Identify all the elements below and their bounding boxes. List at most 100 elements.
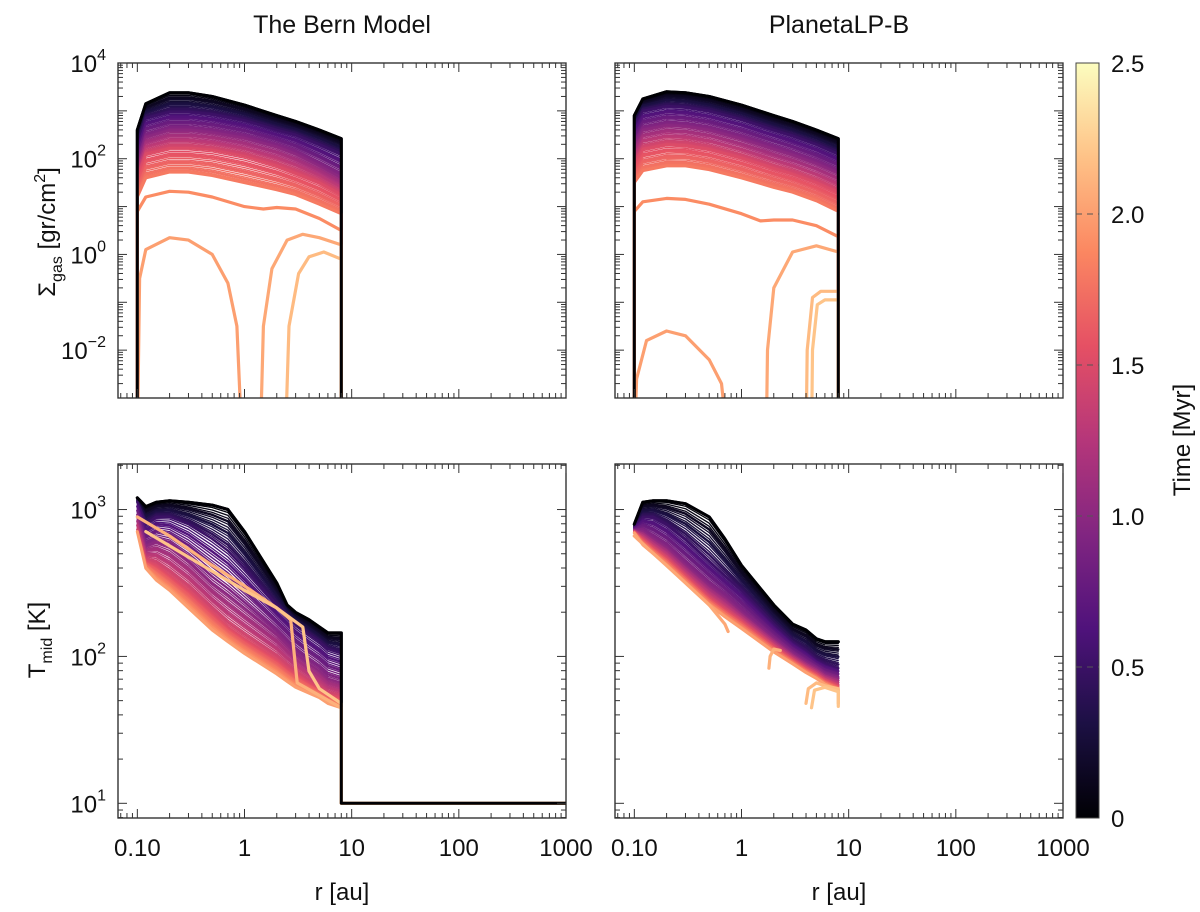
x-tick-label: 1000 (1036, 835, 1089, 862)
y-tick-label: 103 (70, 494, 106, 525)
series-line-t0.36 (633, 511, 839, 662)
series-line-t0.75 (136, 508, 566, 804)
sigma-unit-sup: 2 (32, 174, 49, 183)
series-line-t1.29 (633, 135, 840, 398)
colorbar-tick-label: 0.5 (1111, 655, 1144, 682)
y-tick-exponent: 2 (97, 143, 106, 160)
y-tick-exponent: 4 (97, 47, 106, 64)
y-tick-exponent: 3 (97, 494, 106, 511)
series-line-t2.20 (809, 685, 840, 710)
series-line-t0.68 (633, 112, 839, 398)
series-line-t0.64 (633, 110, 840, 398)
series-line-t1.14 (633, 129, 840, 398)
series-line-t2.05 (259, 232, 343, 398)
series-line-t1.54 (633, 146, 839, 398)
series-line-t1.43 (633, 140, 840, 398)
series-line-t1.04 (136, 517, 566, 804)
series-line-t0.14 (633, 504, 840, 651)
series-line-t1.11 (136, 519, 566, 804)
series-line-t0.43 (136, 500, 566, 805)
y-tick-label: 10−2 (61, 334, 106, 365)
colorbar-tick-label: 0 (1111, 806, 1124, 833)
colorbar-tick-label: 1.0 (1111, 504, 1144, 531)
series-line-t0.25 (136, 499, 566, 804)
series-line-t1.69 (633, 157, 839, 398)
y-tick-base: 10 (70, 791, 97, 818)
series-line-t1.36 (136, 526, 566, 804)
y-tick-exponent: 0 (97, 238, 106, 255)
x-tick-label: 100 (936, 835, 976, 862)
panel-bottom-right: 0.10 1 10 100 1000 (611, 463, 1090, 862)
curves (135, 496, 566, 805)
curves (632, 90, 840, 398)
y-axis-label-sigma: Σgas [gr/cm2] (32, 167, 66, 297)
x-tick-label: 0.10 (611, 835, 658, 862)
series-line-t0.32 (136, 499, 566, 804)
x-tick-label: 1 (735, 835, 748, 862)
series-line-t0.71 (136, 507, 566, 804)
series-line-t1.65 (136, 159, 342, 398)
series-line-t1.76 (633, 161, 840, 398)
series-line-t1.59 (633, 149, 840, 398)
series-line-t1.43 (136, 528, 566, 805)
series-line-t1.29 (136, 524, 566, 805)
colorbar-gradient (1075, 62, 1100, 819)
colorbar-tick-label: 1.5 (1111, 353, 1144, 380)
title-bern-model: The Bern Model (253, 11, 431, 39)
panel-top-right (614, 62, 1064, 399)
y-tick-base: 10 (70, 147, 97, 174)
series-line-t1.52 (633, 145, 839, 398)
y-tick-base: 10 (70, 498, 97, 525)
series-line-t1.36 (633, 138, 839, 398)
series-line-t1.71 (633, 159, 839, 398)
plot-frame (614, 463, 1064, 819)
sigma-subscript: gas (49, 256, 66, 282)
tmid-unit: [K] (24, 602, 51, 638)
series-line-t0.50 (633, 104, 840, 398)
y-axis-label-tmid: Tmid [K] (24, 602, 56, 678)
y-tick-label: 104 (70, 47, 106, 78)
series-line-t0.29 (136, 499, 566, 805)
y-tick-exponent: −2 (88, 334, 106, 351)
series-line-t0.79 (633, 115, 840, 398)
series-line-t1.50 (633, 143, 840, 398)
x-axis-label-left: r [au] (315, 879, 370, 906)
plot-frame (117, 463, 567, 819)
series-line-t2.00 (136, 236, 242, 398)
series-line-t1.07 (136, 518, 566, 804)
series-line-t0.54 (633, 106, 839, 398)
series-line-t1.71 (136, 164, 342, 398)
series-line-t1.76 (136, 167, 343, 398)
series-line-t0.32 (633, 510, 839, 660)
series-line-t0.18 (136, 498, 566, 804)
series-line-t1.67 (633, 155, 840, 398)
series-line-t0.07 (633, 502, 839, 647)
series-line-t0.21 (633, 506, 839, 654)
y-tick-exponent: 1 (97, 787, 106, 804)
x-tick-label: 10 (835, 835, 862, 862)
colorbar-tick-label: 2.5 (1111, 51, 1144, 78)
sigma-unit: [gr/cm (34, 183, 61, 256)
series-line-t1.74 (633, 160, 839, 398)
series-line-t0.54 (136, 502, 566, 804)
title-planetalp-b: PlanetaLP-B (769, 11, 909, 39)
series-line-t0-top (135, 496, 566, 805)
series-line-t0.68 (136, 506, 566, 804)
series-line-t0-top (632, 90, 840, 398)
plot-frame (117, 62, 567, 399)
series-line-t0.21 (136, 499, 566, 804)
series-line-t1.90 (135, 189, 343, 398)
series-line-t0.82 (633, 117, 839, 398)
colorbar: 0 0.5 1.0 1.5 2.0 2.5 (1075, 51, 1144, 833)
series-line-t0.93 (633, 121, 840, 398)
curves (135, 91, 343, 398)
series-line-t1.07 (633, 127, 839, 398)
series-line-t1.21 (633, 132, 839, 398)
series-line-t2.15 (285, 250, 343, 398)
sigma-symbol: Σ (34, 282, 61, 297)
x-axis-label-right: r [au] (812, 879, 867, 906)
y-tick-base: 10 (61, 338, 88, 365)
series-line-t0.79 (136, 509, 566, 805)
